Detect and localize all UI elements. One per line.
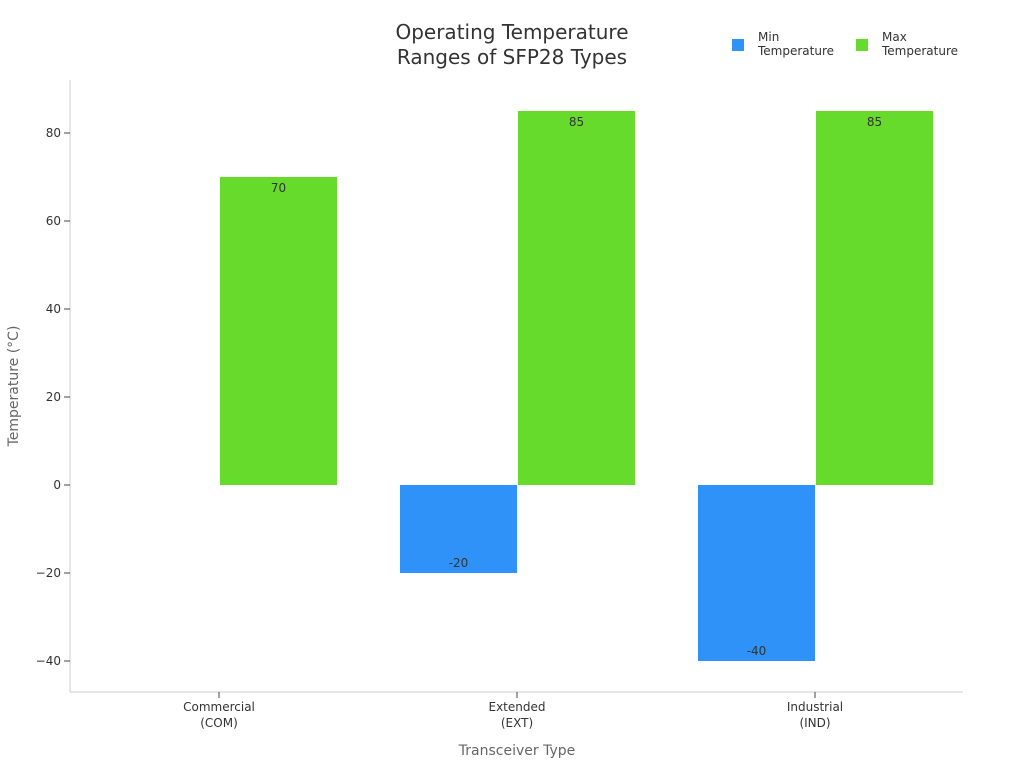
bar-max xyxy=(220,177,337,485)
data-label: 85 xyxy=(867,115,882,129)
y-tick-label: 20 xyxy=(46,390,61,404)
legend-label-max-line-1: Max xyxy=(882,30,907,44)
legend-label-min-line-1: Min xyxy=(758,30,780,44)
y-axis-title: Temperature (°C) xyxy=(6,326,22,448)
x-tick-label: (EXT) xyxy=(501,716,533,730)
legend-label-max-line-2: Temperature xyxy=(882,44,959,58)
x-tick-label: (COM) xyxy=(200,716,238,730)
legend-label-min-line-2: Temperature xyxy=(758,44,835,58)
y-tick-label: 40 xyxy=(46,302,61,316)
y-tick-label: −40 xyxy=(36,654,61,668)
bar-min xyxy=(400,485,517,573)
data-label: 70 xyxy=(271,181,286,195)
bar-min xyxy=(698,485,815,661)
data-label: 85 xyxy=(569,115,584,129)
legend-item-max[interactable]: Max Temperature xyxy=(856,30,972,58)
y-tick-label: 60 xyxy=(46,214,61,228)
legend-label-min: Min Temperature xyxy=(758,30,848,58)
x-tick-label: Commercial xyxy=(183,700,255,714)
data-label: -20 xyxy=(449,556,469,570)
y-tick-label: 0 xyxy=(53,478,61,492)
chart-title-line-1: Operating Temperature xyxy=(395,20,629,44)
y-tick-label: 80 xyxy=(46,126,61,140)
chart-title: Operating Temperature Ranges of SFP28 Ty… xyxy=(362,20,662,70)
x-tick-label: (IND) xyxy=(799,716,830,730)
x-tick-label: Extended xyxy=(489,700,546,714)
x-axis-title: Transceiver Type xyxy=(458,743,575,759)
legend-label-max: Max Temperature xyxy=(882,30,972,58)
bar-max xyxy=(518,111,635,485)
legend-swatch-min xyxy=(732,39,744,51)
legend-swatch-max xyxy=(856,39,868,51)
x-tick-label: Industrial xyxy=(787,700,843,714)
y-tick-label: −20 xyxy=(36,566,61,580)
bar-max xyxy=(816,111,933,485)
data-label: -40 xyxy=(747,644,767,658)
legend-item-min[interactable]: Min Temperature xyxy=(732,30,848,58)
chart-title-line-2: Ranges of SFP28 Types xyxy=(396,45,628,69)
